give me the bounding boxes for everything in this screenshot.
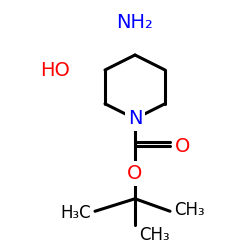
Text: NH₂: NH₂ <box>116 14 154 32</box>
Text: O: O <box>175 137 190 156</box>
Text: CH₃: CH₃ <box>174 201 204 219</box>
Text: O: O <box>127 164 143 183</box>
Text: HO: HO <box>40 61 70 80</box>
Text: H₃C: H₃C <box>60 204 91 222</box>
Text: N: N <box>128 109 142 128</box>
Text: CH₃: CH₃ <box>139 226 170 244</box>
